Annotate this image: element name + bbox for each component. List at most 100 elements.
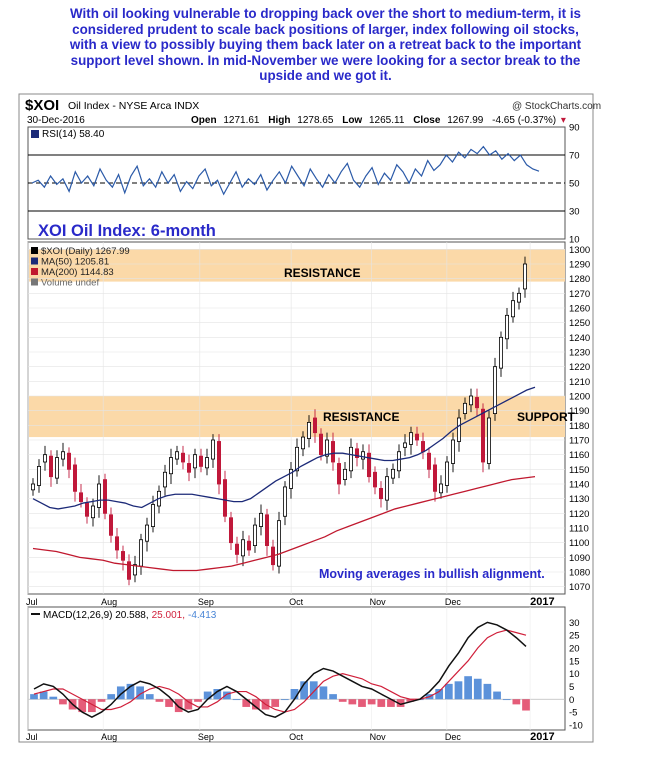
rsi-line bbox=[31, 145, 540, 196]
price-candle bbox=[354, 448, 359, 458]
open-value: 1271.61 bbox=[223, 115, 260, 126]
price-tick-label: 1120 bbox=[569, 509, 589, 520]
price-candle bbox=[450, 439, 455, 464]
price-candle bbox=[342, 468, 347, 481]
price-month-label: Dec bbox=[445, 597, 462, 607]
macd-histogram-bar bbox=[280, 699, 289, 701]
macd-histogram-bar bbox=[232, 699, 241, 701]
macd-histogram-bar bbox=[319, 686, 328, 700]
price-candle bbox=[480, 408, 485, 463]
low-value: 1265.11 bbox=[369, 115, 405, 126]
source-label: @ StockCharts.com bbox=[512, 101, 601, 112]
price-candle bbox=[228, 517, 233, 544]
macd-tick-label: 15 bbox=[569, 656, 580, 667]
high-label: High bbox=[268, 115, 290, 126]
macd-histogram-bar bbox=[165, 699, 173, 707]
price-tick-label: 1100 bbox=[569, 538, 589, 549]
macd-histogram-bar bbox=[377, 699, 386, 707]
price-candle bbox=[426, 452, 431, 470]
price-tick-label: 1130 bbox=[569, 494, 589, 505]
price-candle bbox=[192, 454, 197, 469]
price-candle bbox=[390, 468, 395, 479]
price-candle bbox=[43, 454, 48, 463]
price-candle bbox=[360, 451, 365, 460]
price-candle bbox=[198, 455, 203, 467]
price-month-label: Jul bbox=[26, 597, 38, 607]
price-month-label: Oct bbox=[289, 597, 304, 607]
macd-tick-label: -10 bbox=[569, 720, 583, 731]
macd-histogram-bar bbox=[502, 699, 511, 701]
macd-histogram-bar bbox=[358, 699, 366, 707]
change-value: -4.65 (-0.37%) bbox=[492, 115, 556, 126]
price-candle bbox=[294, 446, 299, 472]
price-candle bbox=[336, 463, 341, 485]
price-legend-swatch bbox=[31, 257, 38, 265]
macd-histogram-bar bbox=[107, 694, 116, 700]
price-candle bbox=[282, 486, 287, 517]
price-candle bbox=[234, 543, 239, 555]
symbol-label: $XOI bbox=[25, 97, 59, 114]
chart-title: XOI Oil Index: 6-month bbox=[38, 222, 216, 240]
price-candle bbox=[462, 402, 467, 415]
price-layer: 1070 1080 1090 1100 1110 1120 1130 1140 1150 1160… bbox=[26, 222, 590, 608]
price-candle bbox=[121, 551, 126, 561]
macd-histogram-bar bbox=[367, 699, 376, 705]
price-candle bbox=[144, 524, 149, 542]
price-candle bbox=[204, 457, 209, 469]
price-candle bbox=[312, 417, 317, 434]
macd-histogram-bar bbox=[126, 683, 135, 700]
macd-month-label: Nov bbox=[370, 732, 387, 742]
index-name: Oil Index - NYSE Arca INDX bbox=[68, 100, 199, 112]
price-candle bbox=[109, 514, 114, 536]
price-candle bbox=[330, 441, 335, 463]
price-tick-label: 1110 bbox=[569, 524, 589, 535]
price-candle bbox=[55, 457, 60, 479]
price-candle bbox=[420, 441, 425, 453]
macd-month-label: Aug bbox=[101, 732, 117, 742]
resistance-label-lower: RESISTANCE bbox=[323, 410, 399, 424]
rsi-tick-label: 30 bbox=[569, 207, 580, 218]
price-legend-entry: Volume undef bbox=[41, 278, 99, 289]
caption-line: support level shown. In mid-November we … bbox=[70, 52, 581, 68]
price-candle bbox=[222, 479, 227, 517]
price-legend-swatch bbox=[31, 247, 38, 254]
macd-histogram-bar bbox=[512, 699, 521, 705]
price-tick-label: 1080 bbox=[569, 568, 590, 579]
macd-tick-label: 30 bbox=[569, 618, 580, 629]
price-tick-label: 1190 bbox=[569, 406, 589, 417]
price-candle bbox=[115, 536, 120, 551]
macd-histogram-bar bbox=[493, 691, 501, 700]
price-candle bbox=[306, 421, 311, 439]
price-tick-label: 1070 bbox=[569, 582, 590, 593]
macd-month-label: Oct bbox=[289, 732, 304, 742]
price-candle bbox=[372, 471, 377, 488]
macd-histogram-bar bbox=[39, 691, 48, 700]
macd-histogram-bar bbox=[454, 681, 463, 700]
price-candle bbox=[91, 505, 96, 519]
price-tick-label: 1140 bbox=[569, 480, 589, 491]
macd-histogram-bar bbox=[329, 694, 337, 700]
macd-histogram-bar bbox=[338, 699, 347, 702]
price-tick-label: 1230 bbox=[569, 348, 590, 359]
macd-histogram-bar bbox=[435, 689, 444, 700]
price-tick-label: 1200 bbox=[569, 392, 590, 403]
price-candle bbox=[180, 452, 185, 463]
macd-histogram-bar bbox=[252, 699, 260, 710]
ma-annotation: Moving averages in bullish alignment. bbox=[319, 567, 545, 581]
price-candle bbox=[150, 504, 155, 527]
price-candle bbox=[132, 564, 137, 576]
price-candle bbox=[348, 446, 353, 472]
price-tick-label: 1180 bbox=[569, 421, 589, 432]
price-candle bbox=[258, 512, 263, 527]
price-candle bbox=[73, 464, 78, 492]
price-candle bbox=[366, 452, 371, 478]
rsi-tick-label: 70 bbox=[569, 151, 580, 162]
price-candle bbox=[384, 476, 389, 501]
price-candle bbox=[414, 433, 419, 441]
price-candle bbox=[288, 468, 293, 489]
price-candle bbox=[127, 561, 132, 580]
price-candle bbox=[168, 457, 173, 475]
price-candle bbox=[252, 524, 257, 546]
price-tick-label: 1300 bbox=[569, 245, 590, 256]
